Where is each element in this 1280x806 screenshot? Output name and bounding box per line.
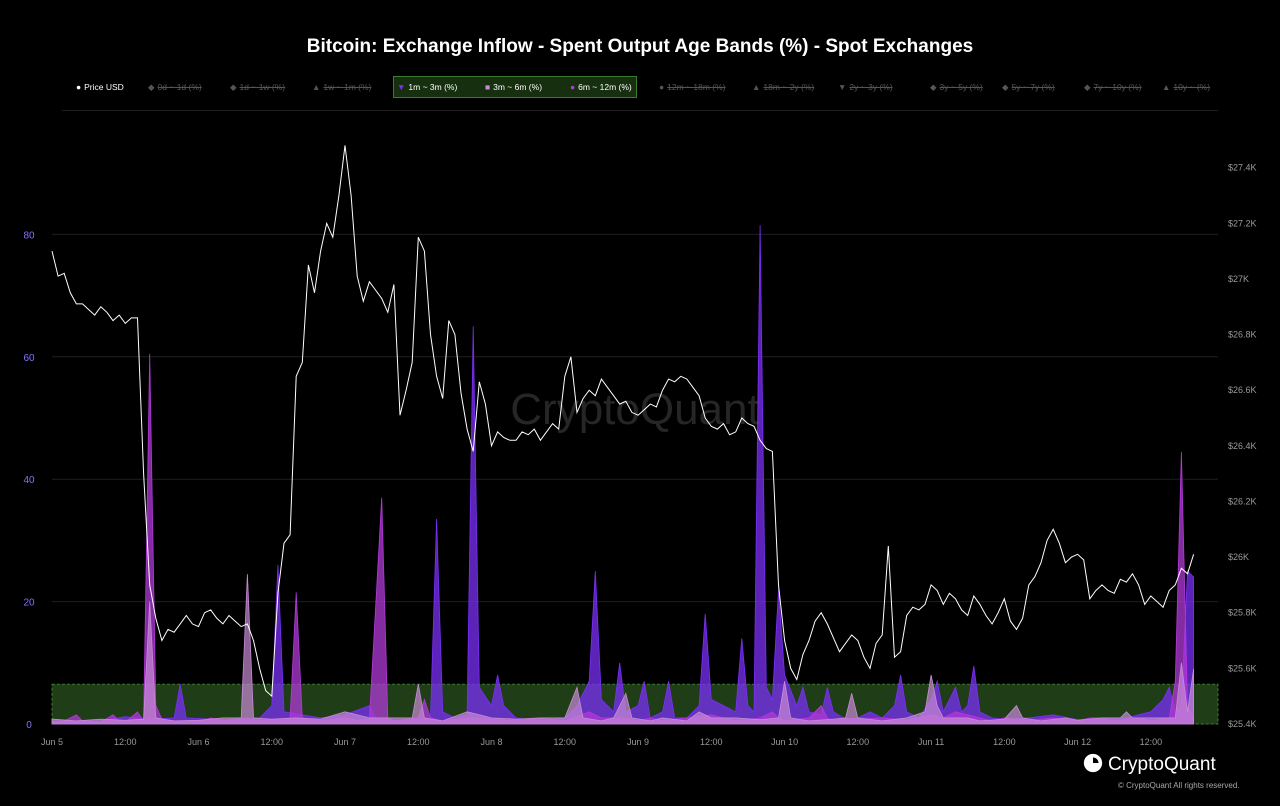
x-tick-label: Jun 5 <box>41 737 63 747</box>
y-left-tick-label: 80 <box>23 230 35 241</box>
legend-label: 7y ~ 10y (%) <box>1093 82 1142 92</box>
legend-item[interactable]: ◆ 1d ~ 1w (%) <box>230 76 285 98</box>
legend-active-group <box>393 76 637 98</box>
legend-marker-icon: ■ <box>485 82 491 92</box>
y-right-tick-label: $26.8K <box>1228 330 1257 340</box>
watermark: CryptoQuant <box>510 385 759 434</box>
legend-marker-icon: ● <box>76 82 82 92</box>
y-left-tick-label: 0 <box>26 720 32 731</box>
legend-item[interactable]: ◆ 7y ~ 10y (%) <box>1084 76 1142 98</box>
y-right-tick-label: $27K <box>1228 274 1249 284</box>
y-right-tick-label: $26.4K <box>1228 441 1257 451</box>
legend-item[interactable]: ▲ 1w ~ 1m (%) <box>312 76 371 98</box>
legend-marker-icon: ◆ <box>1084 82 1091 92</box>
x-tick-label: Jun 7 <box>334 737 356 747</box>
legend-label: 0d ~ 1d (%) <box>157 82 202 92</box>
brand-name: CryptoQuant <box>1108 754 1216 775</box>
x-tick-label: Jun 9 <box>627 737 649 747</box>
legend-marker-icon: ◆ <box>230 82 237 92</box>
legend-label: 12m ~ 18m (%) <box>667 82 726 92</box>
legend-item[interactable]: ● 12m ~ 18m (%) <box>659 76 725 98</box>
series-area <box>51 574 1194 725</box>
legend-item[interactable]: ● 6m ~ 12m (%) <box>570 76 632 98</box>
cryptoquant-logo-icon <box>1083 753 1103 773</box>
legend-marker-icon: ◆ <box>1002 82 1009 92</box>
legend-label: Price USD <box>84 82 124 92</box>
y-right-tick-label: $26.2K <box>1228 496 1257 506</box>
x-tick-label: 12:00 <box>700 737 723 747</box>
y-left-tick-label: 60 <box>23 353 35 364</box>
legend-item[interactable]: ▲ 10y ~ (%) <box>1162 76 1210 98</box>
legend-item[interactable]: ◆ 3y ~ 5y (%) <box>930 76 983 98</box>
y-right-tick-label: $26.6K <box>1228 385 1257 395</box>
legend-marker-icon: ◆ <box>148 82 155 92</box>
x-tick-label: 12:00 <box>261 737 284 747</box>
legend-marker-icon: ◆ <box>930 82 937 92</box>
y-left-tick-label: 40 <box>23 475 35 486</box>
legend-item[interactable]: ▼ 1m ~ 3m (%) <box>397 76 457 98</box>
x-tick-label: Jun 6 <box>187 737 209 747</box>
legend-marker-icon: ● <box>570 82 576 92</box>
legend-label: 1m ~ 3m (%) <box>408 82 458 92</box>
legend-label: 18m ~ 2y (%) <box>763 82 815 92</box>
brand-logo: CryptoQuant <box>1082 752 1216 776</box>
x-tick-label: 12:00 <box>554 737 577 747</box>
x-tick-label: Jun 8 <box>481 737 503 747</box>
copyright-text: © CryptoQuant All rights reserved. <box>1118 781 1240 790</box>
legend-marker-icon: ▼ <box>397 82 406 92</box>
legend-label: 5y ~ 7y (%) <box>1011 82 1055 92</box>
legend-item[interactable]: ◆ 5y ~ 7y (%) <box>1002 76 1055 98</box>
legend-item[interactable]: ▼ 2y ~ 3y (%) <box>838 76 893 98</box>
x-tick-label: Jun 10 <box>771 737 798 747</box>
legend-marker-icon: ▼ <box>838 82 847 92</box>
x-tick-label: 12:00 <box>1140 737 1163 747</box>
legend-label: 3m ~ 6m (%) <box>493 82 543 92</box>
y-right-tick-label: $27.2K <box>1228 218 1257 228</box>
legend-item[interactable]: ● Price USD <box>76 76 124 98</box>
legend-label: 2y ~ 3y (%) <box>849 82 893 92</box>
chart-legend: ● Price USD ◆ 0d ~ 1d (%) ◆ 1d ~ 1w (%) ▲ 1w ~ … <box>62 76 1222 98</box>
x-tick-label: Jun 11 <box>918 737 944 747</box>
y-right-tick-label: $25.6K <box>1228 663 1257 673</box>
legend-label: 6m ~ 12m (%) <box>578 82 632 92</box>
chart-title: Bitcoin: Exchange Inflow - Spent Output … <box>306 36 974 57</box>
legend-label: 10y ~ (%) <box>1173 82 1211 92</box>
legend-label: 1w ~ 1m (%) <box>323 82 372 92</box>
x-tick-label: 12:00 <box>847 737 870 747</box>
legend-marker-icon: ▲ <box>312 82 321 92</box>
y-right-tick-label: $25.4K <box>1228 719 1257 729</box>
legend-label: 1d ~ 1w (%) <box>239 82 286 92</box>
legend-divider <box>62 110 1218 111</box>
y-right-tick-label: $26K <box>1228 552 1249 562</box>
y-right-tick-label: $25.8K <box>1228 608 1257 618</box>
price-line <box>51 145 1195 698</box>
legend-marker-icon: ● <box>659 82 665 92</box>
x-tick-label: 12:00 <box>993 737 1016 747</box>
y-right-tick-label: $27.4K <box>1228 163 1257 173</box>
legend-item[interactable]: ◆ 0d ~ 1d (%) <box>148 76 202 98</box>
series-area <box>51 225 1194 725</box>
x-tick-label: 12:00 <box>407 737 430 747</box>
legend-item[interactable]: ■ 3m ~ 6m (%) <box>485 76 542 98</box>
y-left-tick-label: 20 <box>23 598 35 609</box>
x-tick-label: Jun 12 <box>1064 737 1091 747</box>
legend-item[interactable]: ▲ 18m ~ 2y (%) <box>752 76 814 98</box>
x-tick-label: 12:00 <box>114 737 137 747</box>
legend-marker-icon: ▲ <box>752 82 761 92</box>
legend-marker-icon: ▲ <box>1162 82 1171 92</box>
legend-label: 3y ~ 5y (%) <box>939 82 983 92</box>
